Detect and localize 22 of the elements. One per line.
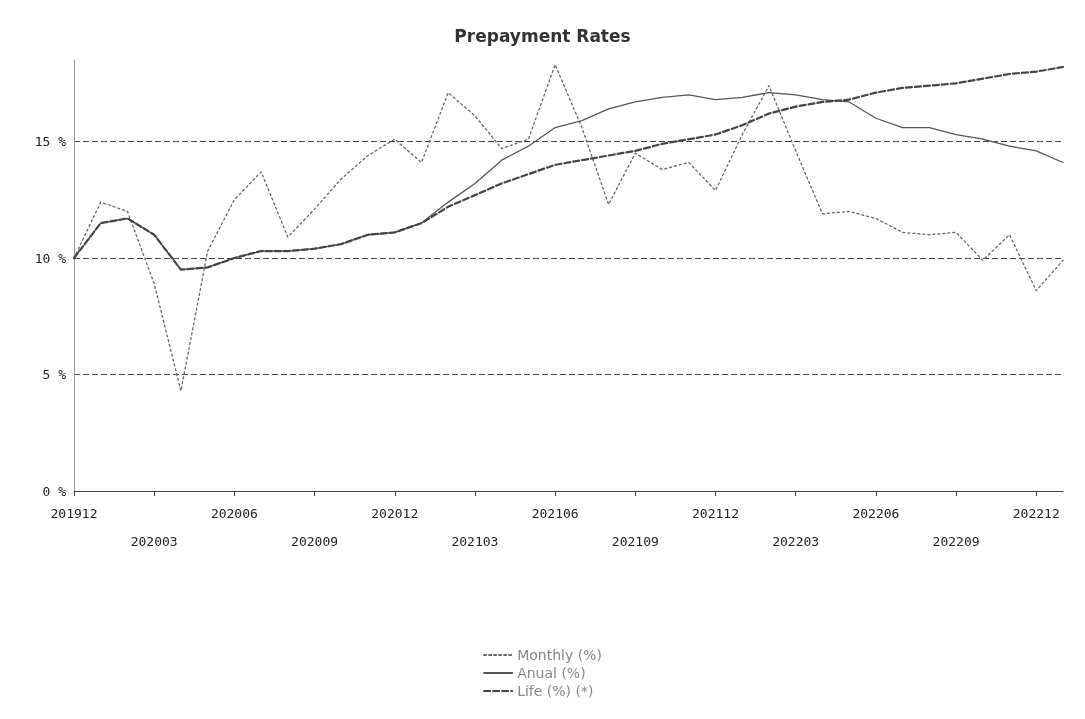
line-series (73, 64, 1064, 392)
x-tick-label: 202112 (692, 505, 739, 521)
x-tick-label: 202103 (451, 533, 499, 549)
legend-label: Life (%) (*) (517, 683, 594, 699)
x-tick-label: 202106 (531, 505, 579, 521)
x-tick-label: 202206 (852, 505, 900, 521)
x-tick-label: 202212 (1012, 505, 1060, 521)
chart-title: Prepayment Rates (454, 25, 631, 46)
x-tick-label: 202012 (371, 505, 419, 521)
y-tick-label: 10 % (34, 250, 67, 266)
y-tick-label: 0 % (42, 483, 67, 499)
x-tick-label: 201912 (50, 505, 98, 521)
y-tick-label: 15 % (34, 134, 67, 150)
x-tick-label: 202003 (130, 533, 178, 549)
x-tick-label: 202209 (932, 533, 980, 549)
x-tick-label: 202006 (210, 505, 258, 521)
legend-label: Monthly (%) (517, 647, 602, 663)
y-tick-label: 5 % (42, 367, 67, 383)
x-tick-label: 202009 (291, 533, 339, 549)
x-tick-label: 202203 (772, 533, 820, 549)
legend-label: Anual (%) (517, 665, 586, 681)
x-tick-label: 202109 (611, 533, 659, 549)
